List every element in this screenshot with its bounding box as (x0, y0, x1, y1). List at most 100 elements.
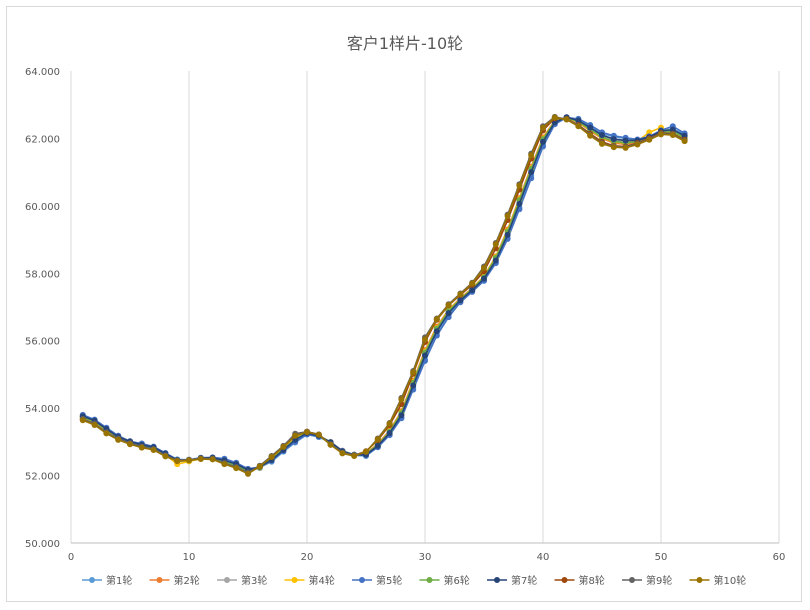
data-point (622, 144, 629, 151)
series-6 (79, 114, 688, 474)
series-1 (79, 114, 688, 474)
legend-item: 第9轮 (622, 574, 672, 587)
data-point (622, 137, 629, 144)
y-tick-label: 50.000 (25, 539, 60, 550)
legend-marker (156, 577, 163, 583)
legend-item: 第5轮 (352, 574, 402, 587)
data-point (575, 123, 582, 130)
data-point (233, 465, 240, 472)
series-line (82, 117, 685, 472)
data-point (540, 124, 546, 131)
data-point (127, 441, 133, 448)
data-point (245, 470, 251, 477)
x-tick-label: 10 (183, 552, 196, 563)
y-tick-label: 64.000 (25, 67, 60, 78)
data-point (610, 144, 617, 151)
chart-title: 客户1样片-10轮 (347, 34, 463, 53)
data-point (79, 417, 86, 424)
legend-marker (224, 577, 230, 583)
legend-item: 第4轮 (284, 574, 335, 587)
data-point (610, 136, 617, 143)
data-point (469, 280, 476, 287)
data-point (469, 287, 476, 294)
data-point (492, 257, 499, 264)
x-axis-ticks: 0 10 20 30 40 50 60 (68, 552, 786, 563)
legend-label: 第5轮 (376, 574, 402, 587)
data-point (681, 138, 688, 145)
data-point (162, 453, 169, 460)
data-point (587, 132, 594, 139)
data-point (304, 429, 310, 436)
series-7 (79, 114, 688, 473)
data-point (587, 124, 594, 131)
legend-label: 第4轮 (309, 574, 335, 587)
series-4 (79, 114, 688, 475)
legend-marker (359, 577, 365, 583)
data-point (174, 458, 181, 465)
data-point (91, 422, 98, 428)
chart-area (6, 6, 802, 602)
data-point (528, 169, 535, 176)
legend-item: 第8轮 (554, 574, 605, 587)
legend-label: 第6轮 (444, 574, 470, 587)
data-point (221, 461, 228, 468)
legend-item: 第2轮 (149, 574, 200, 587)
data-point (398, 412, 405, 419)
data-point (186, 457, 192, 464)
y-tick-label: 62.000 (25, 134, 60, 145)
legend-item: 第10轮 (689, 574, 746, 587)
data-point (351, 453, 358, 460)
series-3 (79, 114, 688, 474)
series-line (82, 115, 685, 474)
data-point (445, 310, 452, 317)
y-tick-label: 56.000 (25, 337, 60, 348)
legend-marker (561, 577, 568, 583)
data-point (422, 352, 428, 359)
data-point (209, 456, 216, 463)
data-point (433, 316, 440, 323)
series-2 (79, 115, 688, 475)
data-point (634, 141, 641, 148)
data-point (457, 297, 464, 304)
data-point (374, 436, 381, 443)
data-point (327, 441, 334, 448)
data-point (575, 117, 582, 124)
series-line (82, 116, 686, 470)
data-point (339, 450, 346, 457)
data-point (445, 301, 452, 308)
data-point (374, 442, 381, 449)
data-point (516, 200, 523, 207)
series-line (82, 116, 685, 472)
legend-marker (426, 577, 433, 583)
series-8 (79, 115, 688, 476)
series-9 (79, 113, 688, 476)
x-tick-label: 40 (537, 552, 550, 563)
data-point (540, 138, 546, 145)
data-point (457, 291, 464, 298)
series-10 (79, 114, 688, 477)
legend-marker (696, 577, 703, 583)
data-point (386, 430, 393, 437)
data-point (363, 448, 369, 455)
data-point (504, 231, 511, 238)
legend-marker (89, 577, 95, 583)
data-point (115, 436, 122, 443)
data-point (280, 443, 287, 450)
legend-label: 第9轮 (646, 574, 672, 587)
data-point (433, 328, 440, 335)
data-point (386, 420, 393, 427)
data-point (516, 182, 523, 189)
legend-item: 第7轮 (487, 574, 537, 587)
data-point (551, 114, 558, 121)
data-point (422, 336, 428, 343)
legend-item: 第6轮 (419, 574, 470, 587)
data-point (410, 382, 417, 389)
x-tick-label: 50 (655, 552, 668, 563)
series-group (79, 113, 688, 477)
y-tick-label: 52.000 (25, 472, 60, 483)
y-tick-label: 58.000 (25, 269, 60, 280)
data-point (292, 432, 299, 439)
data-point (268, 454, 275, 461)
y-tick-label: 60.000 (25, 202, 60, 213)
legend-label: 第3轮 (241, 574, 267, 587)
